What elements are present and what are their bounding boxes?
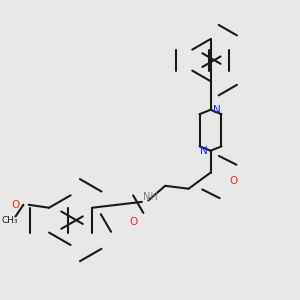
Text: N: N xyxy=(200,146,208,156)
Text: CH₃: CH₃ xyxy=(1,216,18,225)
Text: O: O xyxy=(129,217,137,227)
Text: O: O xyxy=(11,200,20,210)
Text: N: N xyxy=(213,105,221,115)
Text: O: O xyxy=(230,176,238,186)
Text: NH: NH xyxy=(143,192,158,202)
